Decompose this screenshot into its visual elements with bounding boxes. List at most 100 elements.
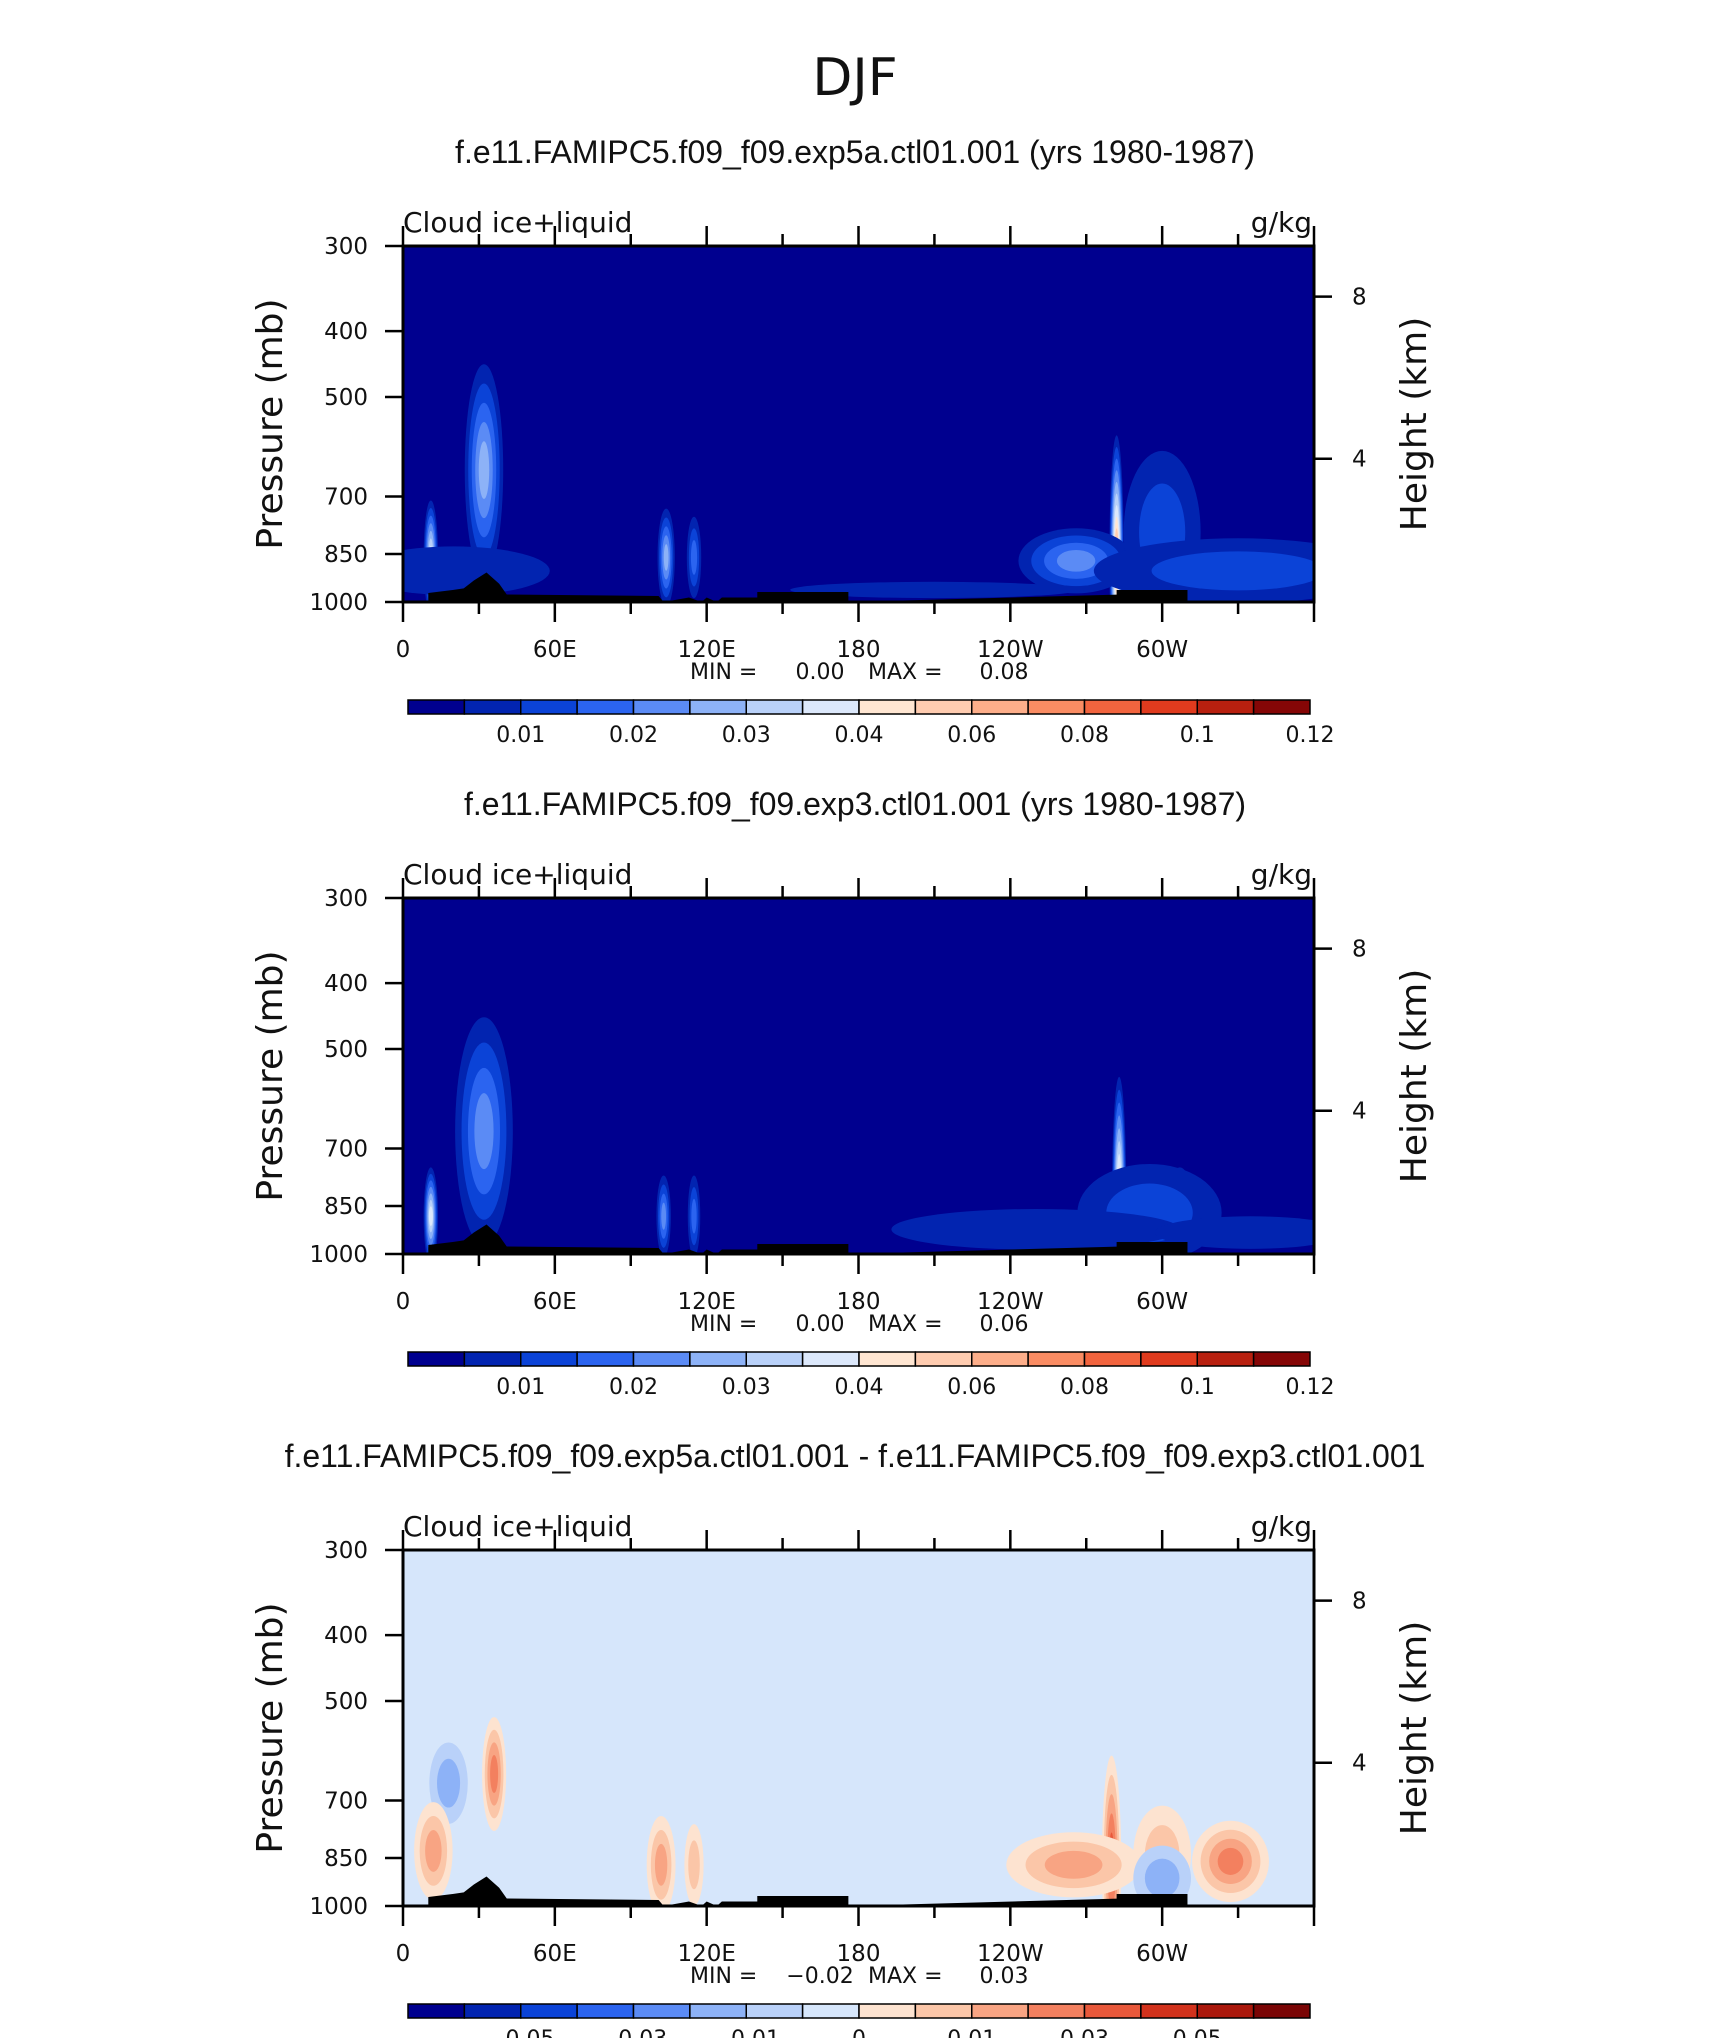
y2-axis-title: Height (km): [1394, 317, 1435, 531]
contour-level: [1044, 1850, 1103, 1879]
contour-level: [663, 544, 669, 571]
colorbar-label: 0.12: [1286, 1375, 1335, 1400]
units-label: g/kg: [1251, 1510, 1312, 1543]
colorbar-label: 0.02: [609, 1375, 658, 1400]
colorbar-label: 0.01: [947, 2027, 996, 2038]
colorbar-label: 0.08: [1060, 723, 1109, 748]
y-tick-label: 300: [324, 1538, 368, 1564]
y-axis-title: Pressure (mb): [250, 950, 291, 1201]
contour-level: [1056, 549, 1096, 572]
x-tick-label: 0: [396, 637, 411, 663]
colorbar-segment: [1196, 1351, 1255, 1367]
figure-title: DJF: [812, 48, 897, 108]
colorbar-segment: [463, 2003, 522, 2019]
colorbar-segment: [745, 699, 804, 715]
y-tick-label: 300: [324, 234, 368, 260]
y-tick-label: 500: [324, 385, 368, 411]
panel-3: f.e11.FAMIPC5.f09_f09.exp5a.ctl01.001 - …: [250, 1438, 1435, 2038]
colorbar-segment: [1140, 699, 1198, 715]
colorbar-label: 0.1: [1180, 723, 1215, 748]
y-axis-title: Pressure (mb): [250, 1602, 291, 1853]
colorbar-segment: [520, 2003, 578, 2019]
y-tick-label: 300: [324, 886, 368, 912]
x-tick-label: 60E: [533, 637, 577, 663]
max-value: 0.06: [980, 1312, 1029, 1337]
topography: [1116, 590, 1188, 602]
max-value: 0.08: [980, 660, 1029, 685]
min-value: −0.02: [786, 1964, 853, 1989]
contour-level: [490, 1755, 499, 1794]
colorbar-label: −0.05: [487, 2027, 554, 2038]
contour-level: [428, 1206, 433, 1226]
panel-title: f.e11.FAMIPC5.f09_f09.exp5a.ctl01.001 (y…: [455, 134, 1255, 170]
topography: [757, 1896, 849, 1906]
colorbar-segment: [576, 2003, 635, 2019]
y-tick-label: 400: [324, 1623, 368, 1649]
y-tick-label: 1000: [309, 590, 368, 616]
colorbar-segment: [801, 1351, 860, 1367]
colorbar-segment: [971, 2003, 1029, 2019]
colorbar-segment: [463, 699, 522, 715]
colorbar-segment: [914, 2003, 973, 2019]
colorbar-segment: [914, 699, 973, 715]
colorbar-segment: [1252, 699, 1311, 715]
colorbar-segment: [801, 699, 860, 715]
colorbar-segment: [1083, 2003, 1142, 2019]
variable-label: Cloud ice+liquid: [403, 1510, 632, 1543]
colorbar-label: 0.04: [835, 1375, 884, 1400]
contour-level: [1151, 551, 1314, 591]
min-value: 0.00: [796, 1312, 845, 1337]
colorbar-segment: [576, 1351, 635, 1367]
colorbar-label: 0.04: [835, 723, 884, 748]
panel-title: f.e11.FAMIPC5.f09_f09.exp3.ctl01.001 (yr…: [464, 786, 1246, 822]
colorbar-segment: [632, 699, 691, 715]
colorbar-segment: [689, 699, 747, 715]
colorbar-label: 0.03: [1060, 2027, 1109, 2038]
colorbar-label: 0.12: [1286, 723, 1335, 748]
max-label: MAX =: [868, 660, 943, 685]
colorbar-segment: [1252, 1351, 1311, 1367]
height-tick-label: 4: [1352, 1099, 1367, 1125]
max-label: MAX =: [868, 1964, 943, 1989]
x-tick-label: 60W: [1136, 1941, 1188, 1967]
colorbar-segment: [407, 2003, 466, 2019]
contour-level: [691, 1198, 697, 1234]
colorbar-segment: [689, 1351, 747, 1367]
colorbar-segment: [632, 1351, 691, 1367]
y-tick-label: 1000: [309, 1894, 368, 1920]
panel-2: f.e11.FAMIPC5.f09_f09.exp3.ctl01.001 (yr…: [250, 786, 1435, 1400]
colorbar-label: 0.1: [1180, 1375, 1215, 1400]
x-tick-label: 180: [837, 637, 881, 663]
contour-level: [891, 1209, 1180, 1250]
colorbar-segment: [576, 699, 635, 715]
colorbar-segment: [1140, 2003, 1198, 2019]
colorbar-label: 0.02: [609, 723, 658, 748]
colorbar-segment: [407, 1351, 466, 1367]
contour-level: [474, 1093, 494, 1170]
colorbar-segment: [1027, 2003, 1086, 2019]
panel-title: f.e11.FAMIPC5.f09_f09.exp5a.ctl01.001 - …: [285, 1438, 1426, 1474]
contour-field: [403, 1550, 1314, 1906]
colorbar-label: 0.01: [496, 723, 545, 748]
colorbar-segment: [971, 1351, 1029, 1367]
y-tick-label: 700: [324, 485, 368, 511]
colorbar-segment: [407, 699, 466, 715]
min-label: MIN =: [690, 1312, 757, 1337]
colorbar-label: 0.05: [1173, 2027, 1222, 2038]
colorbar-label: 0.03: [722, 1375, 771, 1400]
panels: f.e11.FAMIPC5.f09_f09.exp5a.ctl01.001 (y…: [250, 134, 1435, 2038]
colorbar-label: 0.06: [947, 1375, 996, 1400]
colorbar-segment: [858, 1351, 917, 1367]
colorbar-segment: [463, 1351, 522, 1367]
panel-1: f.e11.FAMIPC5.f09_f09.exp5a.ctl01.001 (y…: [250, 134, 1435, 748]
x-tick-label: 120W: [977, 1289, 1044, 1315]
y-tick-label: 500: [324, 1037, 368, 1063]
colorbar-segment: [1027, 1351, 1086, 1367]
topography: [428, 572, 1188, 602]
x-tick-label: 120W: [977, 1941, 1044, 1967]
topography: [1116, 1242, 1188, 1254]
height-tick-label: 8: [1352, 1589, 1367, 1615]
y-tick-label: 400: [324, 971, 368, 997]
contour-level: [403, 546, 550, 596]
